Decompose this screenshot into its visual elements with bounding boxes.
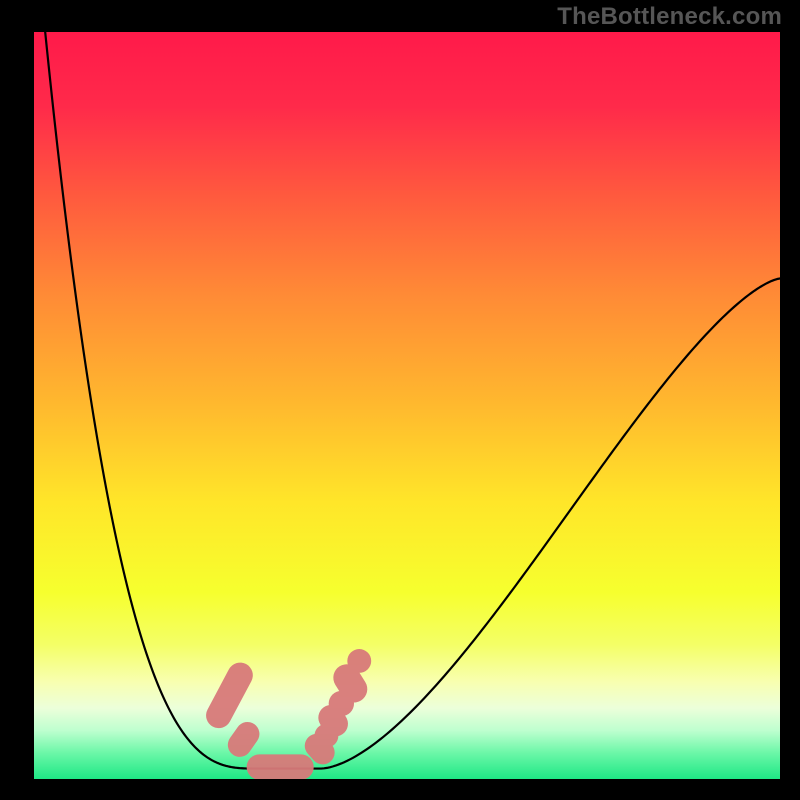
chart-svg: [34, 32, 780, 779]
plot-area: [34, 32, 780, 779]
valley-dot: [314, 724, 338, 748]
valley-capsule: [247, 754, 314, 779]
valley-dot: [329, 691, 354, 716]
valley-markers: [202, 649, 373, 779]
watermark-text: TheBottleneck.com: [557, 3, 782, 31]
valley-dot: [347, 649, 371, 673]
valley-capsule: [202, 658, 258, 732]
bottleneck-curve: [45, 32, 780, 769]
